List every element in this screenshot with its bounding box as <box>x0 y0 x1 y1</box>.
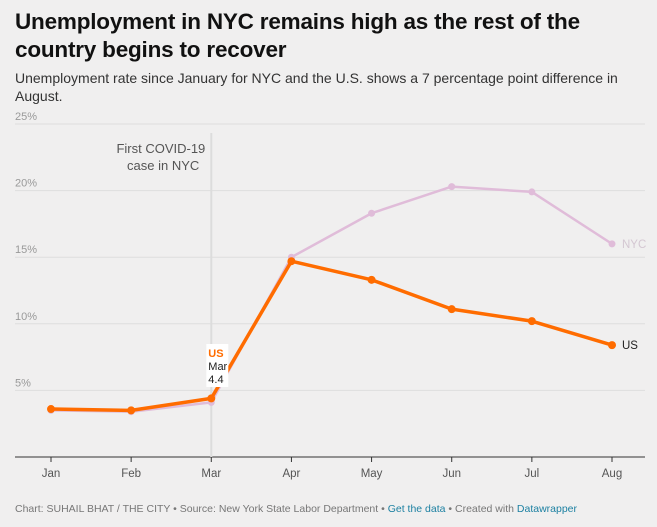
data-point-nyc <box>368 209 376 217</box>
x-tick-label: Jan <box>42 468 61 480</box>
x-tick-label: Feb <box>121 468 141 480</box>
data-point-us <box>527 317 536 326</box>
y-tick-label: 10% <box>15 311 37 323</box>
footer-separator: • <box>170 503 180 515</box>
data-point-us <box>608 341 616 350</box>
chart-footer: Chart: SUHAIL BHAT / THE CITY • Source: … <box>15 503 577 515</box>
footer-source: Source: New York State Labor Department <box>179 503 379 515</box>
data-point-nyc <box>608 240 616 248</box>
data-point-nyc <box>528 188 536 196</box>
y-tick-label: 20% <box>15 178 37 190</box>
x-tick-label: Jun <box>442 468 461 480</box>
y-tick-label: 25% <box>15 111 37 123</box>
x-tick-label: May <box>361 468 383 480</box>
footer-separator: • <box>378 503 388 515</box>
grid-layer: 5% 10% 15% 20% 25% Jan Feb Mar Apr May Jun Jul Aug <box>15 111 645 480</box>
data-point-us <box>447 305 456 314</box>
annotation-text-line2: case in NYC <box>127 158 199 173</box>
annotation-text-line1: First COVID-19 <box>116 141 205 156</box>
x-tick-label: Mar <box>201 468 221 480</box>
x-tick-label: Aug <box>602 468 622 480</box>
get-the-data-link[interactable]: Get the data <box>387 503 446 515</box>
series-label-us: US <box>622 340 638 352</box>
series-layer: NYC US <box>47 183 646 416</box>
footer-created-with: Created with <box>455 503 517 515</box>
footer-separator: • <box>445 503 456 515</box>
data-point-us <box>287 257 296 266</box>
tooltip-series: US <box>208 348 223 360</box>
x-tick-label: Jul <box>525 468 540 480</box>
series-line-us <box>49 259 614 413</box>
data-point-nyc <box>448 183 456 191</box>
tooltip-category: Mar <box>208 361 227 373</box>
y-tick-label: 5% <box>15 377 31 389</box>
x-tick-label: Apr <box>282 468 300 480</box>
chart-title: Unemployment in NYC remains high as the … <box>15 9 580 62</box>
data-point-us <box>47 405 55 414</box>
data-point-us <box>207 394 216 403</box>
tooltip-value: 4.4 <box>208 374 223 386</box>
tooltip-box <box>206 344 229 387</box>
footer-credit: Chart: SUHAIL BHAT / THE CITY <box>15 503 171 515</box>
datawrapper-link[interactable]: Datawrapper <box>516 503 578 515</box>
series-line-nyc <box>49 185 614 413</box>
data-point-us <box>367 275 376 284</box>
series-label-nyc: NYC <box>622 239 646 251</box>
data-point-us <box>127 406 136 415</box>
chart-subtitle: Unemployment rate since January for NYC … <box>15 70 618 104</box>
y-tick-label: 15% <box>15 244 37 256</box>
